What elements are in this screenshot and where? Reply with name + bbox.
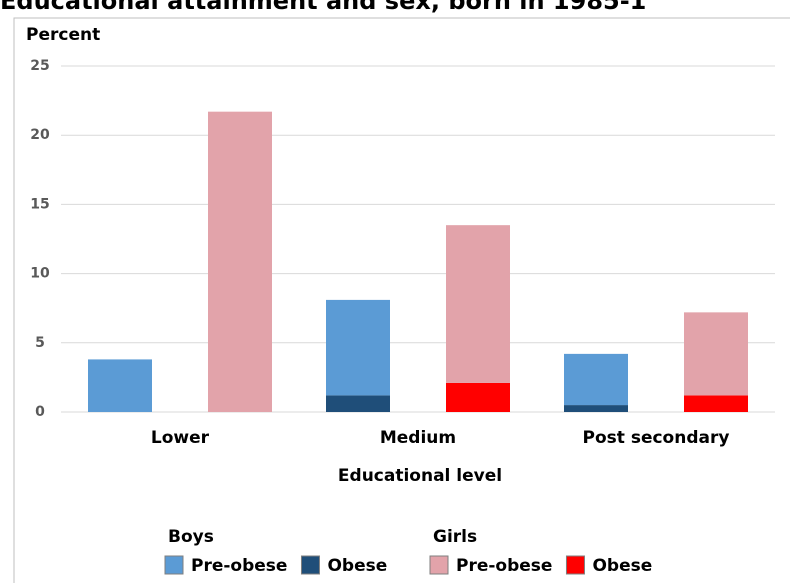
legend-swatch [300, 555, 320, 575]
legend-group-title: Boys [168, 527, 214, 547]
bar-segment [446, 225, 510, 383]
legend-label: Obese [592, 556, 652, 576]
y-tick-label: 15 [30, 196, 49, 212]
y-tick-label: 0 [35, 404, 45, 420]
legend-swatch [565, 555, 585, 575]
y-tick-label: 25 [30, 58, 49, 74]
bar-segment [446, 382, 510, 412]
legend-swatch [164, 555, 184, 575]
bar-segment [208, 111, 272, 412]
legend-swatch [429, 555, 449, 575]
x-axis-label: Educational level [338, 466, 502, 486]
y-axis-label: Percent [26, 25, 100, 45]
bar-segment [684, 395, 748, 412]
y-tick-label: 20 [30, 127, 50, 143]
bar-segment [88, 359, 152, 412]
bar-segment [684, 312, 748, 396]
legend-label: Pre-obese [191, 556, 287, 576]
chart-border [13, 17, 790, 583]
x-tick-label: Post secondary [583, 428, 730, 448]
x-tick-label: Medium [380, 428, 456, 448]
legend-group-title: Girls [433, 527, 477, 547]
y-tick-label: 5 [35, 335, 45, 351]
x-tick-label: Lower [151, 428, 210, 448]
y-tick-label: 10 [30, 266, 50, 282]
legend-label: Obese [327, 556, 387, 576]
bar-segment [564, 353, 628, 406]
chart-title: Educational attainment and sex, born in … [0, 0, 646, 15]
bar-segment [326, 299, 390, 396]
bar-segment [564, 405, 628, 412]
legend-label: Pre-obese [456, 556, 552, 576]
bar-segment [326, 395, 390, 412]
